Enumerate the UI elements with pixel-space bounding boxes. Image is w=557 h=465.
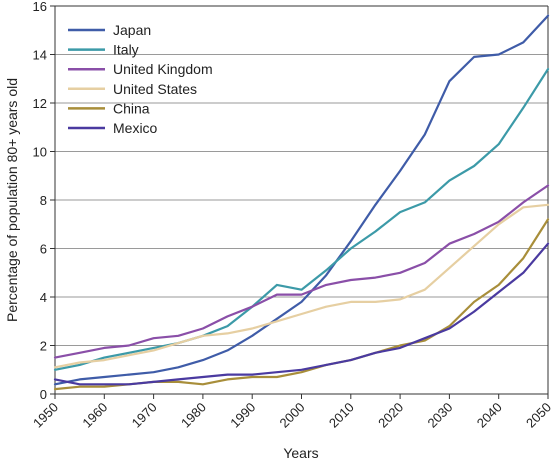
y-tick-labels: 0 2 4 6 8 10 12 14 16 xyxy=(33,0,47,402)
series-line-united-kingdom xyxy=(53,184,550,359)
x-tick-label: 2020 xyxy=(375,400,406,431)
x-tick-label: 2010 xyxy=(326,400,357,431)
x-tick-label: 2040 xyxy=(474,400,505,431)
y-tick-label: 0 xyxy=(40,387,47,402)
y-tick-label: 14 xyxy=(33,48,47,63)
y-tick-label: 16 xyxy=(33,0,47,14)
x-tick-label: 1960 xyxy=(79,400,110,431)
x-tick-label: 1980 xyxy=(178,400,209,431)
series-line-united-states xyxy=(53,203,550,369)
x-axis-title: Years xyxy=(283,445,318,461)
y-tick-label: 6 xyxy=(40,242,47,257)
legend-label-japan: Japan xyxy=(113,22,151,38)
y-tick-label: 10 xyxy=(33,145,47,160)
y-tick-label: 2 xyxy=(40,339,47,354)
series-lines xyxy=(53,14,550,391)
x-tick-label: 1970 xyxy=(129,400,160,431)
x-tick-label: 2000 xyxy=(277,400,308,431)
series-line-italy xyxy=(53,67,550,371)
x-tick-labels: 1950 1960 1970 1980 1990 2000 2010 2020 2030 2040… xyxy=(30,400,554,431)
y-tick-label: 4 xyxy=(40,290,47,305)
x-tick-label: 2030 xyxy=(424,400,455,431)
legend-label-united-kingdom: United Kingdom xyxy=(113,61,213,77)
series-line-mexico xyxy=(53,242,550,386)
legend: Japan Italy United Kingdom United States Chi… xyxy=(68,22,213,136)
y-tick-label: 8 xyxy=(40,193,47,208)
legend-label-united-states: United States xyxy=(113,81,197,97)
legend-label-mexico: Mexico xyxy=(113,120,158,136)
grid-lines xyxy=(55,5,548,346)
x-tick-label: 1950 xyxy=(30,400,61,431)
y-axis-title: Percentage of population 80+ years old xyxy=(4,78,20,322)
y-tick-label: 12 xyxy=(33,96,47,111)
series-line-japan xyxy=(53,14,550,386)
axes xyxy=(50,5,549,399)
legend-label-china: China xyxy=(113,100,150,116)
legend-label-italy: Italy xyxy=(113,42,139,58)
x-tick-label: 2050 xyxy=(523,400,554,431)
x-tick-label: 1990 xyxy=(227,400,258,431)
